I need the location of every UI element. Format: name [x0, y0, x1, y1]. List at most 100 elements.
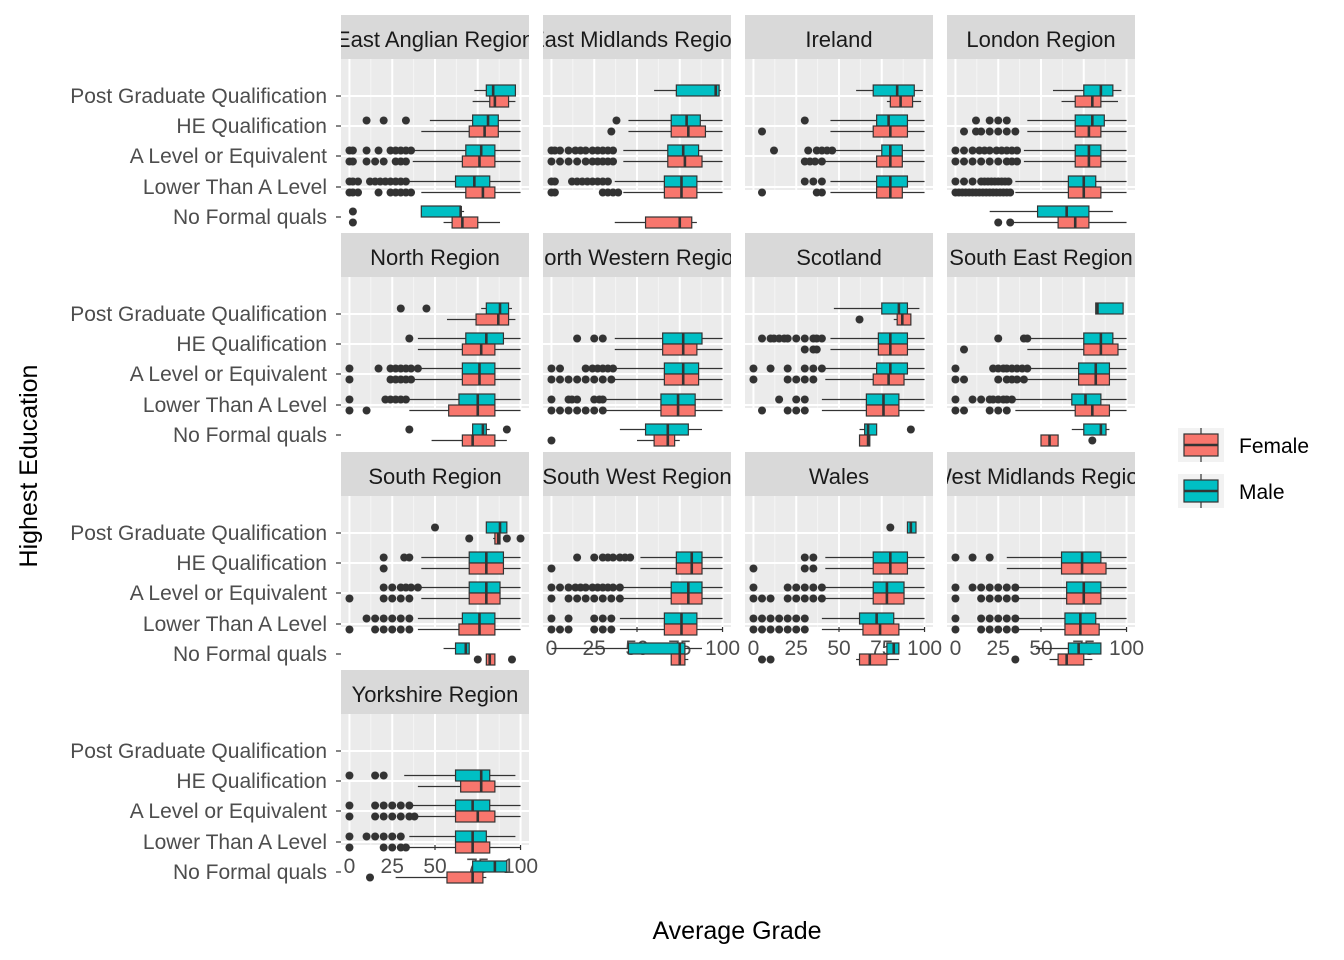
box-a-level-or-equivalent-female	[345, 155, 521, 168]
box-a-level-or-equivalent-male	[769, 144, 925, 157]
outlier-point	[951, 583, 960, 592]
outlier-point	[564, 157, 573, 166]
box-he-qualification-female	[379, 562, 521, 575]
box-iqr	[454, 175, 491, 188]
outlier-point	[749, 625, 758, 634]
x-tick-label: 100	[705, 637, 740, 660]
facet-strip	[745, 15, 933, 59]
x-tick-label: 50	[423, 855, 446, 878]
outlier-point	[951, 625, 960, 634]
box-no-formal-quals-female	[758, 653, 899, 666]
box-iqr	[454, 642, 470, 655]
outlier-point	[783, 375, 792, 384]
box-iqr	[1078, 362, 1111, 375]
box-no-formal-quals-male	[443, 642, 470, 655]
outlier-point	[817, 177, 826, 186]
box-he-qualification-female	[417, 343, 521, 356]
box-a-level-or-equivalent-female	[749, 373, 925, 386]
outlier-point	[590, 406, 599, 415]
outlier-point	[564, 375, 573, 384]
outlier-point	[758, 188, 767, 197]
box-lower-than-a-level-female	[951, 623, 1127, 636]
facet-strip	[543, 452, 731, 496]
box-iqr	[1074, 95, 1102, 108]
outlier-point	[775, 395, 784, 404]
outlier-point	[362, 832, 371, 841]
box-no-formal-quals-male	[472, 860, 508, 873]
box-lower-than-a-level-male	[345, 830, 516, 843]
y-tick-label: Post Graduate Qualification	[70, 740, 327, 763]
box-iqr	[1078, 373, 1111, 386]
outlier-point	[775, 614, 784, 623]
outlier-point	[374, 188, 383, 197]
box-iqr	[472, 114, 499, 127]
box-he-qualification-female	[749, 562, 925, 575]
outlier-point	[977, 594, 986, 603]
box-a-level-or-equivalent-male	[547, 362, 723, 375]
outlier-point	[379, 812, 388, 821]
box-iqr	[670, 592, 703, 605]
outlier-point	[556, 364, 565, 373]
box-he-qualification-male	[379, 551, 521, 564]
outlier-point	[800, 116, 809, 125]
box-no-formal-quals-male	[886, 642, 900, 655]
outlier-point	[362, 157, 371, 166]
box-iqr	[872, 581, 905, 594]
box-he-qualification-female	[758, 125, 925, 138]
facet-strip	[341, 670, 529, 714]
y-tick-label: HE Qualification	[176, 770, 327, 793]
outlier-point	[374, 146, 383, 155]
box-iqr	[451, 216, 479, 229]
box-no-formal-quals-female	[858, 434, 871, 447]
outlier-point	[758, 127, 767, 136]
outlier-point	[379, 564, 388, 573]
outlier-point	[590, 614, 599, 623]
outlier-point	[401, 157, 410, 166]
facet-title: South Region	[368, 464, 501, 489]
outlier-point	[473, 655, 482, 664]
outlier-point	[817, 583, 826, 592]
facet-title: North Western Region	[528, 245, 745, 270]
legend-label-female: Female	[1239, 435, 1309, 458]
outlier-point	[405, 801, 414, 810]
outlier-point	[809, 583, 818, 592]
outlier-point	[547, 583, 556, 592]
outlier-point	[758, 594, 767, 603]
box-he-qualification-male	[994, 332, 1127, 345]
outlier-point	[758, 614, 767, 623]
outlier-point	[886, 523, 895, 532]
outlier-point	[573, 157, 582, 166]
outlier-point	[800, 594, 809, 603]
outlier-point	[1002, 594, 1011, 603]
x-axis-title: Average Grade	[652, 917, 821, 945]
outlier-point	[800, 395, 809, 404]
outlier-point	[783, 614, 792, 623]
outlier-point	[960, 127, 969, 136]
box-he-qualification-female	[1006, 562, 1127, 575]
outlier-point	[766, 625, 775, 634]
outlier-point	[362, 146, 371, 155]
outlier-point	[396, 832, 405, 841]
outlier-point	[607, 127, 616, 136]
outlier-point	[502, 534, 511, 543]
outlier-point	[405, 425, 414, 434]
outlier-point	[800, 406, 809, 415]
box-a-level-or-equivalent-male	[749, 362, 925, 375]
outlier-point	[985, 594, 994, 603]
outlier-point	[1011, 655, 1020, 664]
box-iqr	[675, 562, 703, 575]
y-tick-label: Lower Than A Level	[143, 831, 327, 854]
box-iqr	[1074, 114, 1105, 127]
facet-east-midlands-region: East Midlands Region	[543, 15, 731, 229]
outlier-point	[573, 395, 582, 404]
box-no-formal-quals-female	[547, 434, 680, 447]
outlier-point	[812, 345, 821, 354]
outlier-point	[800, 583, 809, 592]
facet-title: South West Region	[542, 464, 731, 489]
outlier-point	[547, 614, 556, 623]
x-tick-label: 25	[785, 637, 808, 660]
outlier-point	[906, 425, 915, 434]
outlier-point	[817, 594, 826, 603]
outlier-point	[994, 375, 1003, 384]
box-he-qualification-female	[614, 343, 723, 356]
